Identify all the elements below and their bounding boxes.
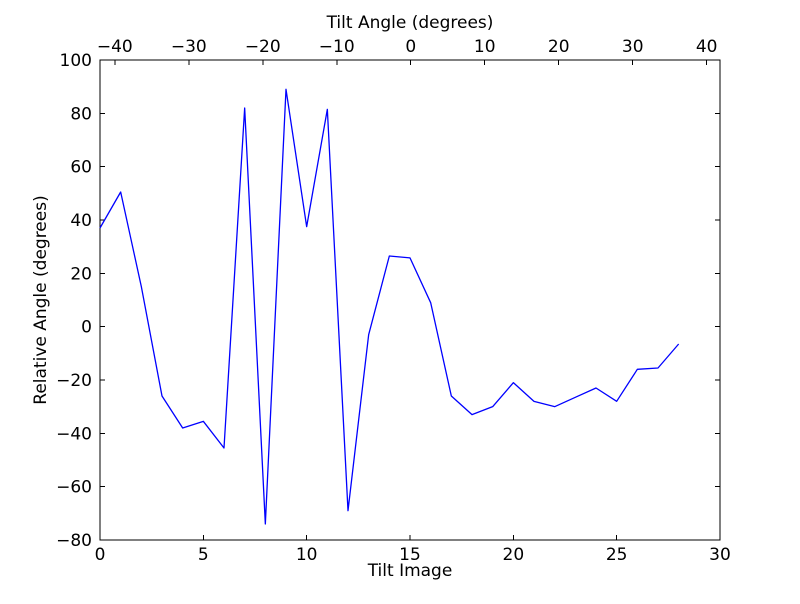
y-tick-label: 80 bbox=[70, 104, 92, 124]
x-tick-label: 0 bbox=[95, 545, 106, 565]
top-x-tick-label: 0 bbox=[405, 37, 416, 57]
x-tick-label: 20 bbox=[503, 545, 525, 565]
top-x-tick-label: −40 bbox=[97, 37, 133, 57]
x-tick-label: 15 bbox=[399, 545, 421, 565]
top-axis-label: Tilt Angle (degrees) bbox=[326, 13, 494, 33]
plot-border bbox=[99, 59, 721, 541]
top-x-tick-label: −20 bbox=[245, 37, 281, 57]
plot-group: 0 5 10 15 20 25 30 −40 −30 −20 −10 0 10 20 30 40 100 80 60… bbox=[56, 37, 731, 565]
x-tick-label: 10 bbox=[296, 545, 318, 565]
y-tick-label: −80 bbox=[56, 531, 92, 551]
top-x-tick-label: 20 bbox=[548, 37, 570, 57]
bottom-axis-label: Tilt Image bbox=[367, 561, 453, 581]
y-tick-label: 40 bbox=[70, 211, 92, 231]
y-tick-label: −20 bbox=[56, 371, 92, 391]
x-tick-label: 25 bbox=[606, 545, 628, 565]
x-tick-label: 30 bbox=[709, 545, 731, 565]
x-tick-label: 5 bbox=[198, 545, 209, 565]
y-tick-label: 20 bbox=[70, 264, 92, 284]
y-tick-label: 60 bbox=[70, 158, 92, 178]
top-x-tick-label: 10 bbox=[474, 37, 496, 57]
y-tick-label: 0 bbox=[81, 318, 92, 338]
y-tick-label: −60 bbox=[56, 478, 92, 498]
data-line-relative-angle bbox=[99, 88, 680, 525]
top-x-tick-label: 40 bbox=[696, 37, 718, 57]
top-x-tick-label: 30 bbox=[622, 37, 644, 57]
top-x-tick-label: −10 bbox=[319, 37, 355, 57]
top-x-tick-label: −30 bbox=[171, 37, 207, 57]
y-tick-label: −40 bbox=[56, 424, 92, 444]
y-axis-label: Relative Angle (degrees) bbox=[31, 195, 51, 404]
y-tick-label: 100 bbox=[60, 51, 92, 71]
